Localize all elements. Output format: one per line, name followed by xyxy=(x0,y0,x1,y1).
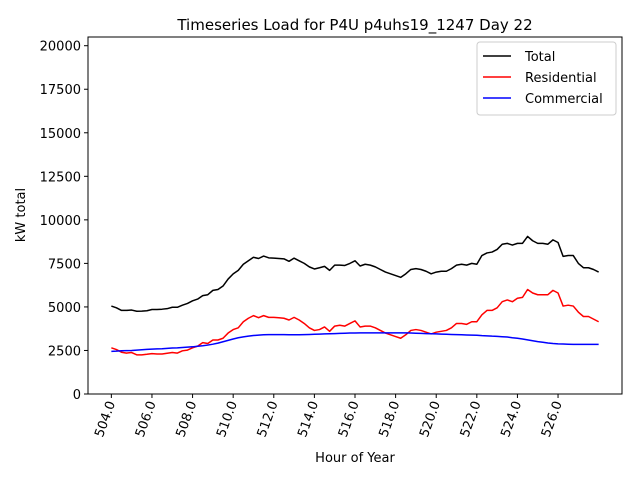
y-tick-label: 20000 xyxy=(40,40,81,55)
x-tick-label: 514.0 xyxy=(295,399,322,439)
y-axis-label: kW total xyxy=(14,188,29,242)
legend-box xyxy=(476,41,617,116)
x-tick-label: 510.0 xyxy=(214,399,241,439)
y-tick-label: 7500 xyxy=(48,257,81,272)
x-tick-label: 504.0 xyxy=(92,399,119,439)
x-tick-label: 508.0 xyxy=(174,399,201,439)
series-line-residential xyxy=(111,288,599,356)
x-axis-label: Hour of Year xyxy=(315,451,395,466)
x-tick-label: 524.0 xyxy=(498,399,525,439)
legend: Total Residential Commercial xyxy=(476,41,617,116)
y-tick-label: 15000 xyxy=(40,127,81,142)
y-tick-label: 5000 xyxy=(48,301,81,316)
chart-title: Timeseries Load for P4U p4uhs19_1247 Day… xyxy=(176,16,532,35)
y-axis: 0 2500 5000 7500 10000 12500 15000 17500 20000 xyxy=(40,40,88,403)
y-tick-label: 17500 xyxy=(40,83,81,98)
x-tick-label: 522.0 xyxy=(458,399,485,439)
y-tick-label: 0 xyxy=(73,388,81,403)
y-tick-label: 2500 xyxy=(48,344,81,359)
x-tick-label: 512.0 xyxy=(255,399,282,439)
x-tick-label: 516.0 xyxy=(336,399,363,439)
legend-label-commercial: Commercial xyxy=(525,92,603,107)
y-tick-label: 10000 xyxy=(40,214,81,229)
x-tick-label: 518.0 xyxy=(377,399,404,439)
series-line-commercial xyxy=(111,332,599,353)
x-tick-label: 506.0 xyxy=(133,399,160,439)
legend-label-total: Total xyxy=(524,50,555,65)
x-tick-label: 526.0 xyxy=(539,399,566,439)
x-axis: 504.0 506.0 508.0 510.0 512.0 514.0 516.0 518.0… xyxy=(92,394,566,439)
plot-lines xyxy=(111,235,599,356)
x-tick-label: 520.0 xyxy=(417,399,444,439)
y-tick-label: 12500 xyxy=(40,170,81,185)
legend-label-residential: Residential xyxy=(525,71,597,86)
series-line-total xyxy=(111,235,599,313)
